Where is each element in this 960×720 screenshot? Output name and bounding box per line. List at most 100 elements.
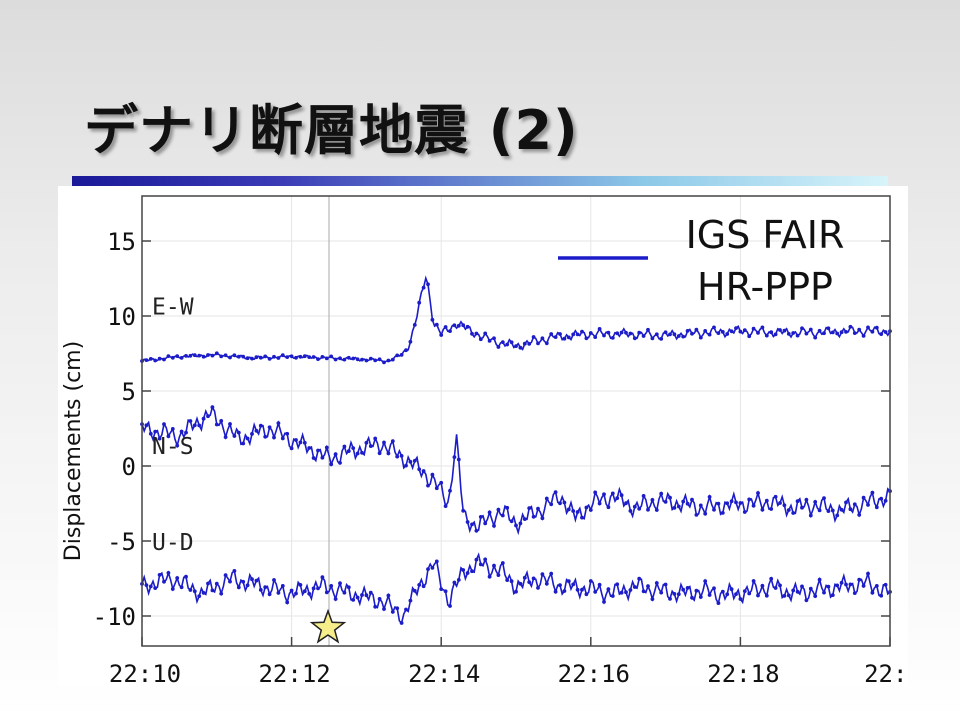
data-point — [690, 331, 694, 336]
data-point — [342, 444, 347, 449]
data-point — [866, 571, 870, 576]
data-point — [170, 427, 175, 431]
data-point — [624, 330, 628, 335]
data-point — [756, 331, 760, 335]
data-point — [553, 589, 558, 594]
data-point — [368, 444, 373, 448]
data-point — [870, 490, 875, 495]
data-point — [848, 324, 853, 329]
data-point — [690, 595, 694, 600]
data-point — [817, 328, 822, 333]
data-point — [443, 325, 448, 329]
data-point — [791, 511, 796, 515]
data-point — [280, 584, 285, 588]
data-point — [668, 495, 672, 500]
data-point — [377, 451, 382, 456]
data-point — [725, 332, 730, 336]
data-point — [505, 505, 510, 510]
data-point — [417, 467, 422, 472]
data-point — [430, 317, 435, 322]
data-point — [830, 508, 835, 513]
data-point — [390, 439, 395, 443]
data-point — [206, 581, 210, 586]
data-point — [632, 336, 637, 341]
data-point — [483, 557, 488, 562]
data-point — [294, 591, 298, 596]
x-tick-label: 22:16 — [558, 660, 630, 686]
data-point — [324, 445, 329, 450]
data-point — [289, 354, 294, 359]
data-point — [817, 508, 822, 513]
data-point — [536, 506, 540, 511]
data-point — [720, 511, 725, 515]
data-point — [795, 499, 800, 504]
data-point — [492, 563, 496, 568]
data-point — [632, 585, 637, 589]
data-point — [179, 429, 184, 434]
data-point — [602, 492, 606, 497]
data-point — [302, 354, 307, 359]
data-point — [632, 504, 637, 509]
data-point — [298, 440, 303, 445]
data-point — [307, 446, 312, 450]
data-point — [813, 500, 818, 504]
data-point — [544, 581, 549, 586]
data-point — [421, 584, 426, 589]
data-point — [192, 353, 197, 358]
data-point — [527, 342, 532, 346]
data-point — [580, 329, 584, 334]
data-point — [250, 577, 254, 582]
data-point — [685, 501, 690, 506]
data-point — [360, 593, 364, 597]
data-point — [474, 331, 479, 336]
data-point — [276, 591, 281, 595]
data-point — [210, 405, 215, 410]
data-point — [417, 583, 422, 587]
data-point — [188, 419, 193, 423]
data-point — [157, 356, 162, 361]
data-point — [232, 353, 237, 358]
data-point — [404, 463, 408, 468]
data-point — [496, 345, 501, 349]
data-point — [214, 351, 219, 356]
data-point — [373, 358, 378, 363]
data-point — [206, 353, 210, 357]
data-point — [500, 340, 505, 344]
data-point — [720, 589, 725, 594]
data-point — [681, 587, 686, 592]
data-point — [764, 333, 769, 338]
data-point — [426, 282, 430, 287]
data-point — [835, 513, 840, 518]
data-point — [492, 336, 496, 341]
data-point — [703, 511, 708, 516]
data-point — [663, 500, 668, 504]
data-point — [456, 457, 461, 462]
data-point — [698, 595, 703, 599]
data-point — [830, 330, 835, 335]
data-point — [382, 440, 386, 445]
data-point — [223, 573, 228, 577]
data-point — [417, 300, 422, 305]
data-point — [742, 328, 747, 332]
data-point — [368, 590, 373, 595]
data-point — [553, 335, 558, 339]
data-point — [421, 285, 426, 290]
data-point — [219, 419, 224, 423]
data-point — [659, 590, 664, 595]
data-point — [342, 357, 347, 362]
data-point — [219, 591, 224, 596]
data-point — [817, 577, 822, 582]
data-point — [474, 557, 479, 562]
y-tick-label: 10 — [107, 303, 136, 331]
title-divider — [72, 176, 888, 186]
data-point — [148, 431, 153, 436]
data-point — [197, 353, 202, 358]
y-axis-label: Displacements (cm) — [61, 341, 86, 561]
data-point — [280, 353, 285, 358]
data-point — [316, 357, 320, 361]
data-point — [408, 598, 413, 603]
data-point — [795, 589, 800, 594]
data-point — [342, 590, 347, 595]
data-point — [316, 448, 320, 453]
data-point — [487, 339, 492, 343]
